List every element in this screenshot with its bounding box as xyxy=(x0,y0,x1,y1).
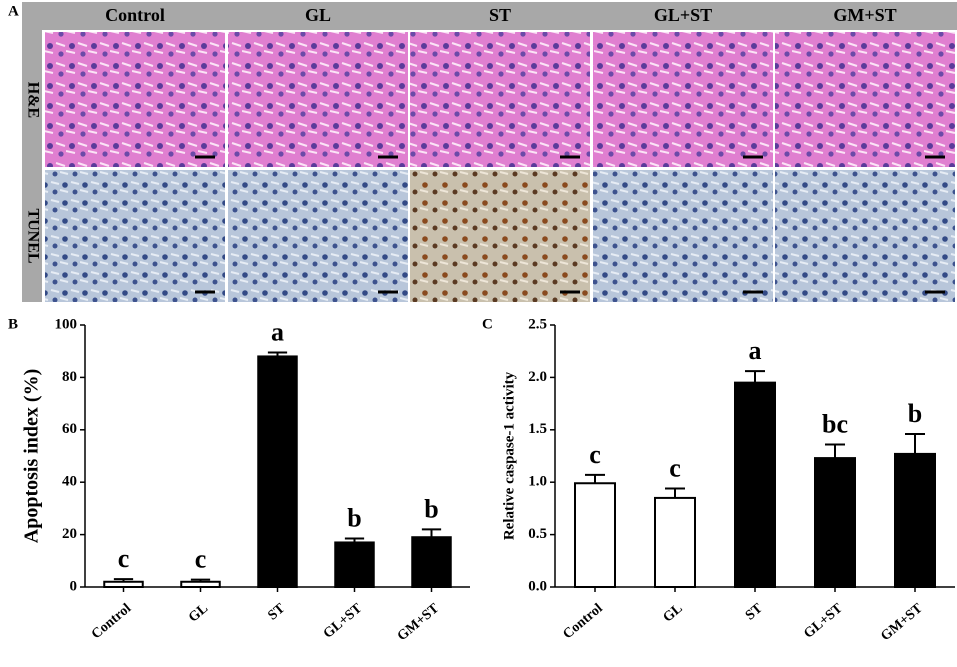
bar xyxy=(814,457,856,589)
bar xyxy=(103,580,144,589)
micrograph xyxy=(775,32,955,167)
significance-letter: c xyxy=(195,545,207,574)
y-tick-label: 100 xyxy=(55,316,78,332)
y-axis-label: Relative caspase-1 activity xyxy=(501,371,517,540)
significance-letter: b xyxy=(347,503,361,532)
y-tick-label: 80 xyxy=(62,369,77,385)
micrograph xyxy=(45,170,225,302)
micrograph xyxy=(410,170,590,302)
bar xyxy=(334,541,375,589)
micrograph xyxy=(45,32,225,167)
x-tick-label: ST xyxy=(743,601,766,624)
micrograph xyxy=(593,32,773,167)
row-strip xyxy=(22,2,42,302)
y-tick-label: 0.5 xyxy=(528,526,547,542)
x-tick-label: Control xyxy=(560,601,605,642)
significance-letter: c xyxy=(589,440,601,469)
panel-label: B xyxy=(8,316,18,332)
column-header: GL+ST xyxy=(654,5,712,25)
x-tick-label: GL xyxy=(186,601,211,625)
micrograph xyxy=(593,170,773,302)
y-tick-label: 1.0 xyxy=(528,474,547,490)
column-header: ST xyxy=(489,5,511,25)
significance-letter: a xyxy=(271,317,284,346)
x-tick-label: GL+ST xyxy=(321,601,366,642)
significance-letter: b xyxy=(424,494,438,523)
bar xyxy=(411,536,452,588)
header-strip xyxy=(22,2,957,30)
bar xyxy=(257,355,298,588)
image-panel xyxy=(22,2,957,302)
micrograph xyxy=(775,170,955,302)
y-tick-label: 2.0 xyxy=(528,369,547,385)
x-tick-label: GL+ST xyxy=(801,601,846,642)
micrograph xyxy=(410,32,590,167)
y-tick-label: 0.0 xyxy=(528,578,547,594)
x-tick-label: GM+ST xyxy=(395,601,443,645)
bar xyxy=(180,580,221,589)
y-tick-label: 20 xyxy=(62,526,77,542)
significance-letter: b xyxy=(908,399,922,428)
row-header: H&E xyxy=(24,82,41,118)
x-tick-label: GM+ST xyxy=(878,601,926,645)
y-tick-label: 2.5 xyxy=(528,316,547,332)
significance-letter: c xyxy=(118,544,130,573)
column-header: Control xyxy=(105,5,165,25)
column-header: GM+ST xyxy=(833,5,896,25)
column-header: GL xyxy=(305,5,331,25)
significance-letter: c xyxy=(669,453,681,482)
x-tick-label: Control xyxy=(89,601,134,642)
bar xyxy=(574,482,616,588)
bar xyxy=(734,381,776,589)
y-tick-label: 40 xyxy=(62,474,77,490)
x-tick-label: GL xyxy=(660,601,685,625)
y-tick-label: 1.5 xyxy=(528,421,547,437)
x-tick-label: ST xyxy=(265,601,288,624)
panel-label: C xyxy=(482,316,493,332)
significance-letter: bc xyxy=(822,409,848,438)
micrograph xyxy=(228,170,408,302)
y-tick-label: 0 xyxy=(70,578,78,594)
row-header: TUNEL xyxy=(24,208,41,263)
significance-letter: a xyxy=(749,336,762,365)
bar xyxy=(654,496,696,589)
panel-label: A xyxy=(8,3,19,19)
micrograph xyxy=(228,32,408,167)
y-axis-label: Apoptosis index (%) xyxy=(21,369,43,543)
y-tick-label: 60 xyxy=(62,421,77,437)
bar xyxy=(894,452,936,588)
